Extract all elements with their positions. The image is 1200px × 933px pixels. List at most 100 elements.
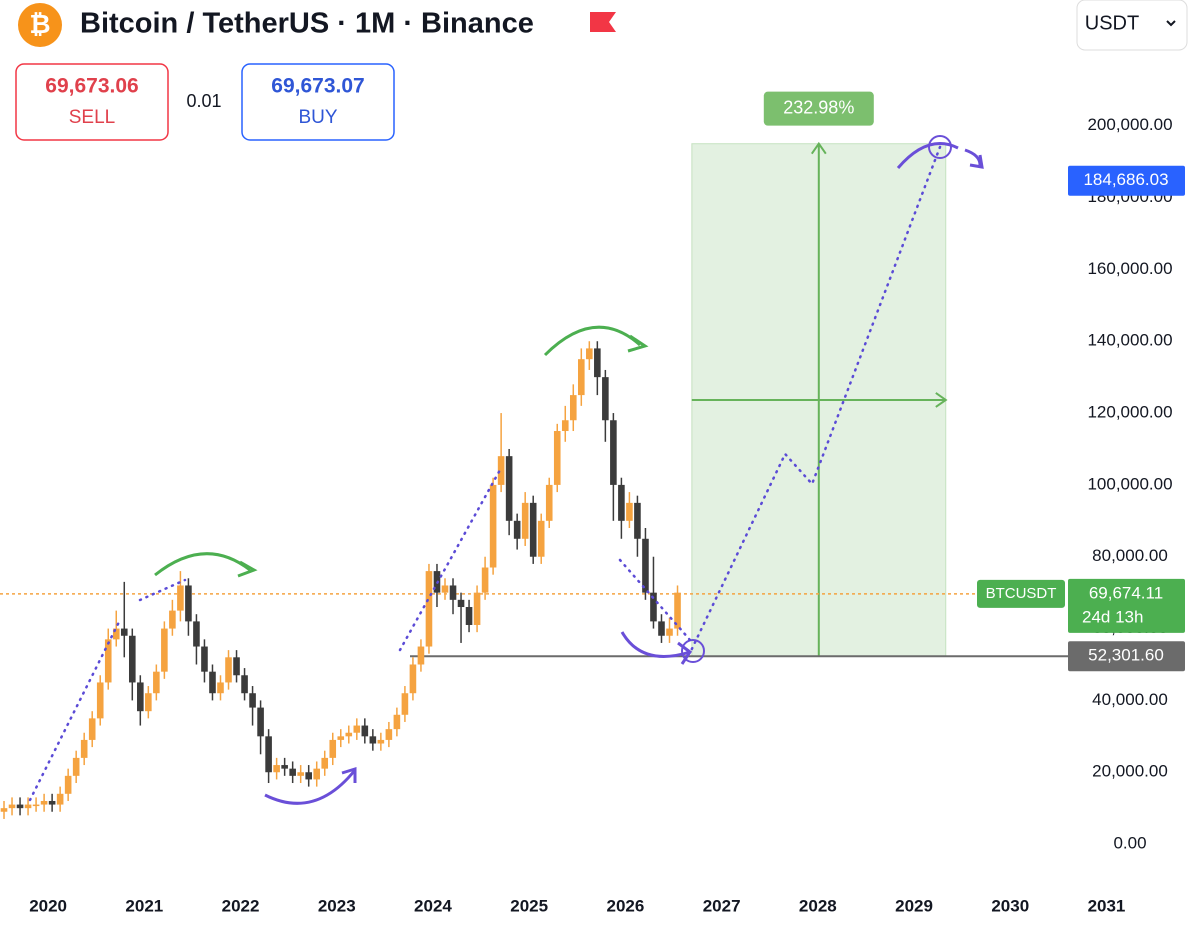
candle-body — [128, 635, 136, 683]
candle-body — [297, 772, 304, 776]
candle-body — [594, 348, 601, 378]
symbol-label: BTCUSDT — [986, 585, 1057, 602]
candle-body — [361, 725, 369, 737]
candle-body — [618, 484, 625, 521]
candle-body — [145, 693, 152, 712]
title: Bitcoin / TetherUS · 1M · Binance — [80, 8, 534, 40]
candle-body — [185, 585, 192, 622]
candle-body — [209, 671, 216, 694]
plot: 2020 2021 2022 2023 2024 2025 2026 2027 2028 2029… — [0, 91, 1185, 915]
candle-body — [265, 736, 272, 773]
price-tag — [1068, 578, 1185, 633]
candle-body — [32, 804, 40, 807]
candle-body — [521, 502, 529, 539]
candle-body — [120, 628, 128, 636]
candle-body — [16, 804, 24, 809]
y-tick-label: 0.00 — [1113, 834, 1146, 853]
y-tick-label: 160,000.00 — [1087, 259, 1172, 278]
candle-body — [72, 757, 80, 776]
candle-body — [104, 639, 112, 683]
candle-body — [545, 484, 553, 521]
x-tick-label: 2028 — [799, 896, 837, 915]
y-tick-label: 80,000.00 — [1092, 546, 1168, 565]
bitcoin-symbol: ₿ — [29, 9, 50, 39]
currency-select[interactable] — [1076, 0, 1188, 51]
currency: USDT — [1085, 12, 1139, 34]
candle-body — [96, 682, 104, 719]
candle-body — [257, 707, 264, 737]
x-tick-label: 2024 — [414, 896, 452, 915]
annotations — [28, 135, 984, 805]
candle-body — [650, 592, 657, 622]
buy-price: 69,673.07 — [271, 75, 364, 98]
candle-body — [497, 456, 505, 485]
countdown: 24d 13h — [1082, 607, 1143, 626]
price-tag-label: 52,301.60 — [1088, 646, 1164, 665]
candle-body — [674, 592, 681, 629]
candle-body — [666, 628, 673, 636]
candle-body — [161, 628, 168, 672]
candle-body — [112, 628, 120, 640]
buy-button[interactable] — [241, 63, 395, 141]
x-tick-label: 2030 — [991, 896, 1029, 915]
arc-arrow — [964, 148, 982, 166]
candle-body — [465, 607, 473, 625]
arrow-head — [627, 334, 649, 353]
candle-body — [481, 567, 489, 593]
arrow-head — [677, 641, 693, 665]
candle-body — [8, 804, 16, 809]
arrow-head — [237, 560, 258, 578]
price-tag — [1068, 165, 1185, 196]
candle-body — [169, 610, 176, 629]
candle-body — [505, 456, 513, 521]
sell-price: 69,673.06 — [45, 75, 138, 98]
candle-body — [634, 502, 641, 539]
candle-body — [177, 585, 184, 611]
candle-body — [473, 592, 481, 625]
candle-body — [233, 657, 240, 676]
candle-body — [449, 585, 457, 600]
candle-body — [353, 725, 361, 733]
candle-body — [313, 768, 321, 780]
sell-button[interactable] — [15, 63, 169, 141]
candle-body — [273, 765, 280, 773]
candle-body — [321, 757, 329, 769]
candle-body — [377, 739, 385, 744]
quantity: 0.01 — [186, 91, 221, 111]
arrow-head — [341, 766, 357, 783]
x-tick-label: 2020 — [29, 896, 67, 915]
candle-body — [489, 484, 497, 568]
symbol-tag — [977, 579, 1065, 608]
candle-body — [393, 714, 401, 730]
sell-label: SELL — [69, 107, 115, 128]
candle-body — [417, 646, 425, 665]
y-tick-label: 140,000.00 — [1087, 331, 1172, 350]
candle-body — [153, 671, 160, 694]
y-tick-label: 100,000.00 — [1087, 474, 1172, 493]
bitcoin-icon — [18, 3, 62, 47]
candle-body — [337, 736, 345, 740]
x-tick-label: 2027 — [703, 896, 741, 915]
candle-body — [329, 739, 337, 758]
candle-body — [217, 682, 224, 694]
x-tick-label: 2021 — [125, 896, 163, 915]
candle-body — [24, 804, 32, 809]
candle-body — [586, 348, 593, 360]
candle-body — [48, 800, 56, 805]
trend-dots — [28, 468, 692, 802]
candle-body — [401, 693, 409, 715]
candle-body — [529, 502, 537, 557]
candle-body — [642, 538, 649, 593]
candle-body — [0, 808, 8, 812]
candle-body — [626, 502, 633, 521]
range-arrow — [691, 392, 948, 408]
candle-body — [610, 420, 617, 485]
candle-body — [578, 359, 585, 396]
range-label: 232.98% — [783, 97, 854, 117]
y-tick-label: 120,000.00 — [1087, 403, 1172, 422]
flag — [590, 12, 616, 32]
candle-body — [201, 646, 208, 672]
candle-body — [369, 736, 377, 744]
candle-body — [80, 739, 88, 758]
